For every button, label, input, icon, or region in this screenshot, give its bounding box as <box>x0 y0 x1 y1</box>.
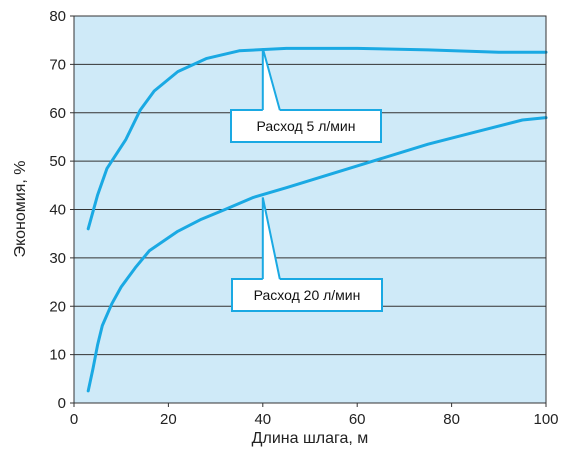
y-tick-label: 50 <box>49 153 66 170</box>
x-tick-label: 100 <box>533 411 558 428</box>
y-tick-label: 20 <box>49 298 66 315</box>
callout-pointer <box>261 48 281 111</box>
x-tick-label: 0 <box>70 411 78 428</box>
y-tick-label: 40 <box>49 202 66 219</box>
y-axis-title: Экономия, % <box>12 160 29 257</box>
y-tick-label: 10 <box>49 347 66 364</box>
callout-box <box>230 109 382 143</box>
x-tick-label: 80 <box>443 411 460 428</box>
callout-2: Расход 20 л/мин <box>231 197 383 312</box>
callout-box <box>231 278 383 312</box>
x-axis-title: Длина шлага, м <box>252 430 369 447</box>
y-tick-label: 0 <box>58 395 66 412</box>
series-lines <box>86 46 548 393</box>
callout-1: Расход 5 л/мин <box>230 48 382 143</box>
y-tick-label: 70 <box>49 56 66 73</box>
callouts: Расход 5 л/мин Расход 20 л/мин <box>230 48 383 312</box>
x-tick-label: 40 <box>254 411 271 428</box>
series-line-2 <box>86 116 548 393</box>
callout-label: Расход 20 л/мин <box>254 287 361 303</box>
y-tick-label: 60 <box>49 105 66 122</box>
y-axis-ticks: 0 10 20 30 40 50 60 70 80 <box>49 8 74 412</box>
y-tick-label: 30 <box>49 250 66 267</box>
x-tick-label: 20 <box>160 411 177 428</box>
series-line-1 <box>86 46 548 231</box>
y-tick-label: 80 <box>49 8 66 25</box>
x-axis-ticks: 0 20 40 60 80 100 <box>70 403 559 428</box>
x-tick-label: 60 <box>349 411 366 428</box>
callout-pointer <box>261 197 281 280</box>
callout-label: Расход 5 л/мин <box>257 118 356 134</box>
